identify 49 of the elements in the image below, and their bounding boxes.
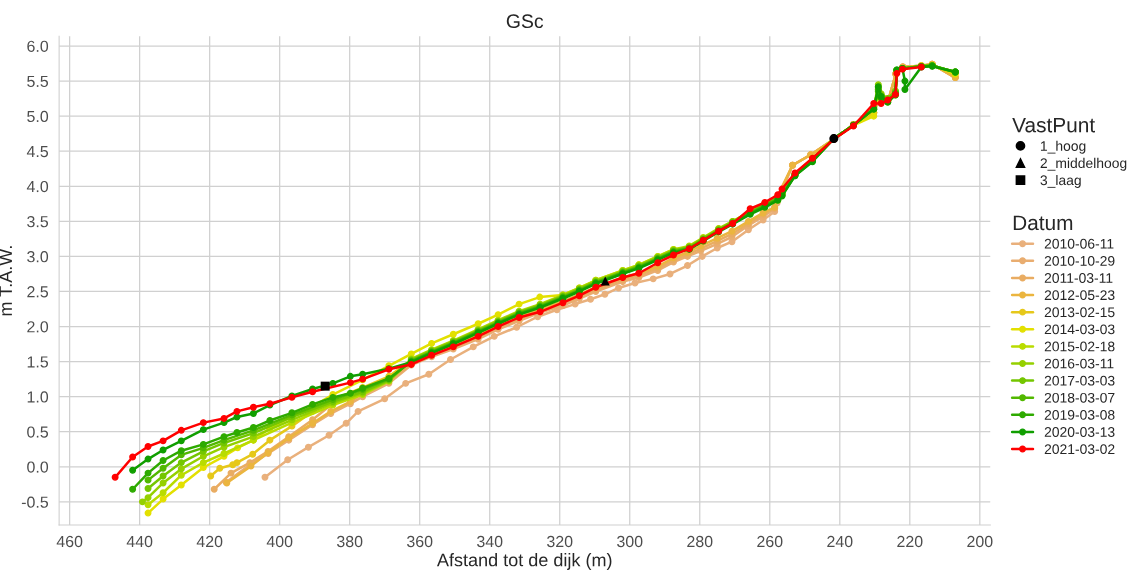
y-tick-label: 5.5 [27,75,49,88]
chart-title: GSc [506,14,544,29]
x-tick-label: 200 [967,535,993,548]
y-tick-label: 2.0 [27,321,49,333]
y-tick-label: 4.5 [26,146,49,158]
legend-label: 2019-03-08 [1044,409,1115,420]
legend-label: 2021-03-02 [1044,444,1115,455]
legend-label: 2012-05-23 [1044,290,1115,301]
y-tick-label: 0.0 [27,461,49,473]
x-tick-label: 360 [406,535,433,548]
x-tick-label: 380 [336,535,363,548]
legend-label: 2010-06-11 [1044,238,1114,249]
x-tick-label: 420 [196,535,223,548]
y-tick-label: 3.0 [27,251,49,263]
y-tick-label: 1.5 [27,356,49,368]
x-tick-label: 460 [56,535,83,548]
x-tick-label: 440 [126,535,153,548]
legend-label: 3_laag [1040,174,1081,188]
y-axis-title: m T.A.W. [0,246,12,316]
legend-label: 2011-03-11 [1044,273,1113,283]
legend-label: 2020-03-13 [1044,427,1115,437]
x-tick-label: 300 [617,535,643,548]
x-tick-label: 220 [897,535,923,548]
y-tick-label: 5.0 [27,110,49,123]
y-tick-label: 4.0 [26,180,49,193]
x-tick-label: 400 [266,535,293,548]
legend-label: 1_hoog [1040,140,1086,154]
x-tick-label: 260 [757,535,783,548]
legend-label: 2_middelhoog [1040,157,1127,171]
x-tick-label: 320 [547,535,573,548]
y-tick-label: 6.0 [27,40,49,52]
y-tick-label: 3.5 [27,215,49,228]
y-tick-label: -0.5 [21,496,49,508]
legend-label: 2014-03-03 [1044,324,1115,335]
legend-label: 2015-02-18 [1044,341,1115,352]
legend-label: 2013-02-15 [1044,307,1115,318]
x-axis-title: Afstand tot de dijk (m) [436,553,612,570]
x-tick-label: 280 [687,535,713,548]
legend-label: 2010-10-29 [1044,255,1115,266]
text: VastPunt [1012,117,1095,133]
y-tick-label: 1.0 [27,391,49,403]
legend-label: 2017-03-03 [1044,375,1115,386]
y-tick-label: 2.5 [27,286,49,298]
y-tick-label: 0.5 [27,426,49,438]
x-tick-label: 340 [477,535,503,548]
legend-label: 2016-03-11 [1044,358,1114,369]
legend-label: 2018-03-07 [1044,392,1115,403]
text: Datum [1013,215,1073,231]
x-tick-label: 240 [827,535,853,548]
